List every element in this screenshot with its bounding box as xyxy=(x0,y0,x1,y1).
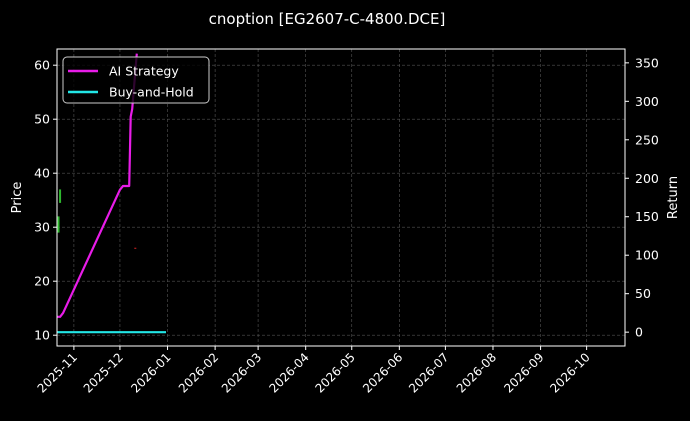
price-mark xyxy=(59,189,62,203)
y-left-tick-label: 40 xyxy=(34,166,50,181)
y-left-tick-label: 20 xyxy=(34,274,50,289)
y-right-tick-label: 150 xyxy=(635,209,659,224)
y-right-tick-label: 50 xyxy=(635,286,651,301)
price-mark xyxy=(134,247,137,249)
y-right-tick-label: 200 xyxy=(635,171,659,186)
y-axis-left: 10 20 30 40 50 60 xyxy=(34,58,57,343)
y-axis-right: 0 50 100 150 200 250 300 350 xyxy=(625,55,659,340)
y-left-tick-label: 30 xyxy=(34,220,50,235)
plot-series xyxy=(57,53,166,334)
y-right-tick-label: 350 xyxy=(635,55,659,70)
legend-label: AI Strategy xyxy=(109,64,179,79)
y-axis-left-label: Price xyxy=(10,182,25,214)
y-left-tick-label: 60 xyxy=(34,58,50,73)
y-axis-right-label: Return xyxy=(666,176,681,219)
y-right-tick-label: 100 xyxy=(635,248,659,263)
legend: AI Strategy Buy-and-Hold xyxy=(62,56,210,104)
price-mark xyxy=(57,216,60,233)
legend-box xyxy=(62,56,210,104)
grid-lines xyxy=(57,49,625,346)
y-left-tick-label: 50 xyxy=(34,112,50,127)
y-left-tick-label: 10 xyxy=(34,328,50,343)
series-line-ai-strategy xyxy=(57,53,138,318)
y-right-tick-label: 250 xyxy=(635,132,659,147)
y-right-tick-label: 300 xyxy=(635,94,659,109)
y-right-tick-label: 0 xyxy=(635,325,643,340)
plot-frame xyxy=(56,48,626,347)
legend-label: Buy-and-Hold xyxy=(109,85,194,100)
chart-title: cnoption [EG2607-C-4800.DCE] xyxy=(209,10,446,28)
